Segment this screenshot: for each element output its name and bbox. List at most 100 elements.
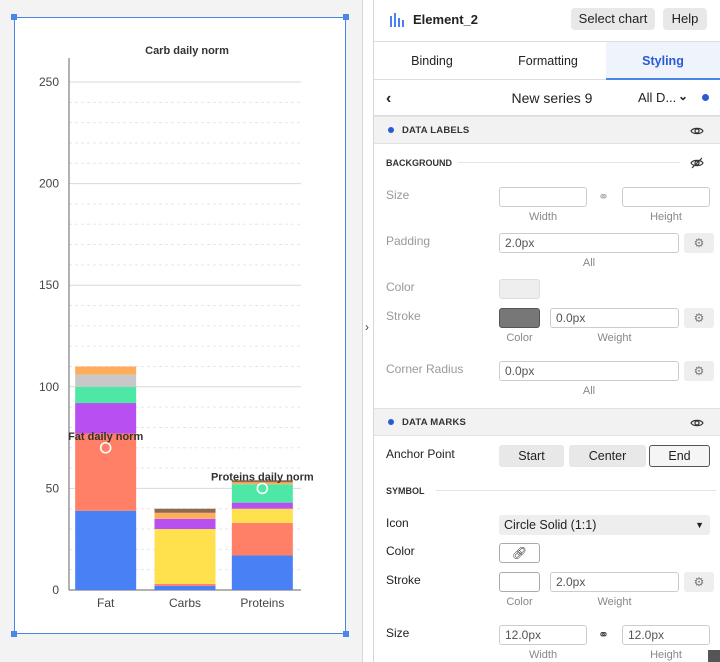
stroke-settings-button[interactable]: ⚙ — [684, 308, 714, 328]
divider-line — [436, 490, 716, 491]
series-status-dot — [702, 94, 709, 101]
corner-radius-label: Corner Radius — [386, 362, 464, 376]
link-icon[interactable]: ⚭ — [598, 627, 609, 642]
symbol-height-input[interactable]: 12.0px — [622, 625, 710, 645]
eye-icon[interactable] — [690, 124, 704, 138]
resize-handle-bottom-right[interactable] — [343, 631, 349, 637]
resize-handle-bottom-left[interactable] — [11, 631, 17, 637]
symbol-color-swatch[interactable]: 🔗︎ — [499, 543, 540, 563]
series-name: New series 9 — [511, 90, 593, 106]
select-chart-button[interactable]: Select chart — [571, 8, 655, 30]
gear-icon: ⚙ — [693, 364, 705, 378]
element-title: Element_2 — [413, 12, 479, 27]
bar-segment — [154, 583, 216, 586]
symbol-subheading: SYMBOL — [386, 486, 425, 496]
padding-settings-button[interactable]: ⚙ — [684, 233, 714, 253]
divider-line — [458, 162, 680, 163]
panel-header: Element_2 Select chart Help — [374, 0, 720, 42]
symbol-stroke-settings-button[interactable]: ⚙ — [684, 572, 714, 592]
norm-marker-circle — [256, 482, 269, 495]
tab-formatting[interactable]: Formatting — [518, 54, 578, 68]
background-color-swatch[interactable] — [499, 279, 540, 299]
anchor-end-button[interactable]: End — [649, 445, 710, 467]
corner-radius-input[interactable]: 0.0px — [499, 361, 679, 381]
y-tick-label: 50 — [46, 481, 60, 495]
gear-icon: ⚙ — [693, 311, 705, 325]
chart-title: Carb daily norm — [145, 45, 229, 57]
panel-tabs: Binding Formatting Styling — [374, 42, 720, 80]
data-labels-title: DATA LABELS — [402, 125, 470, 136]
data-marks-title: DATA MARKS — [402, 417, 467, 428]
data-labels-section-header[interactable]: DATA LABELS — [374, 116, 720, 144]
label-width-input[interactable] — [499, 187, 587, 207]
resize-handle-top-right[interactable] — [343, 14, 349, 20]
styling-panel: Element_2 Select chart Help Binding Form… — [374, 0, 720, 662]
link-icon[interactable]: ⚭ — [598, 189, 609, 204]
symbol-width-caption: Width — [528, 649, 558, 661]
bar-segment — [75, 374, 137, 387]
series-navigation-row: ‹ New series 9 All D... ⌄ — [374, 80, 720, 116]
data-marks-section-header[interactable]: DATA MARKS — [374, 408, 720, 436]
padding-label: Padding — [386, 234, 431, 248]
icon-select-value: Circle Solid (1:1) — [504, 518, 597, 532]
bar-segment — [231, 502, 293, 509]
bar-segment — [75, 403, 137, 434]
anchor-point-label: Anchor Point — [386, 447, 455, 461]
icon-select[interactable]: Circle Solid (1:1) ▼ — [499, 515, 710, 535]
bar-segment — [75, 433, 137, 511]
corner-radius-settings-button[interactable]: ⚙ — [684, 361, 714, 381]
gear-icon: ⚙ — [693, 236, 705, 250]
chevron-down-icon[interactable]: ⌄ — [678, 89, 689, 103]
panel-corner-tab[interactable] — [708, 650, 720, 662]
help-button[interactable]: Help — [663, 8, 707, 30]
bar-segment — [231, 522, 293, 556]
symbol-stroke-color-caption: Color — [506, 596, 533, 608]
symbol-stroke-color-swatch[interactable] — [499, 572, 540, 592]
gear-icon: ⚙ — [693, 575, 705, 589]
data-filter-dropdown[interactable]: All D... — [638, 90, 677, 105]
background-color-label: Color — [386, 280, 415, 294]
eye-icon[interactable] — [690, 416, 704, 430]
bar-segment — [231, 508, 293, 523]
y-tick-label: 0 — [52, 583, 59, 597]
chart-element-frame[interactable]: Carb daily norm 0 50 100 150 200 250 Fat Carbs Pr… — [14, 17, 346, 634]
resize-handle-top-left[interactable] — [11, 14, 17, 20]
tab-binding[interactable]: Binding — [411, 54, 453, 68]
norm-annotation-label: Proteins daily norm — [211, 471, 314, 483]
stroke-weight-caption: Weight — [597, 332, 632, 344]
chevron-left-icon[interactable]: ‹ — [386, 90, 392, 107]
label-height-input[interactable] — [622, 187, 710, 207]
icon-label: Icon — [386, 516, 409, 530]
background-subheading: BACKGROUND — [386, 158, 452, 168]
anchor-center-button[interactable]: Center — [569, 445, 646, 467]
eye-off-icon[interactable] — [690, 156, 704, 170]
symbol-height-caption: Height — [650, 649, 682, 661]
width-caption: Width — [528, 211, 558, 223]
norm-annotation-label: Fat daily norm — [68, 431, 143, 443]
bar-segment — [75, 510, 137, 590]
symbol-stroke-weight-caption: Weight — [597, 596, 632, 608]
chevron-right-icon[interactable]: › — [365, 320, 369, 334]
stroke-weight-input[interactable]: 0.0px — [550, 308, 679, 328]
stacked-bar-chart[interactable]: Carb daily norm 0 50 100 150 200 250 Fat Carbs Pr… — [15, 18, 347, 635]
panel-collapse-divider[interactable]: › — [362, 0, 374, 662]
stroke-label: Stroke — [386, 309, 421, 323]
x-tick-label: Proteins — [240, 596, 284, 610]
symbol-stroke-label: Stroke — [386, 573, 421, 587]
symbol-width-input[interactable]: 12.0px — [499, 625, 587, 645]
padding-input[interactable]: 2.0px — [499, 233, 679, 253]
stroke-color-caption: Color — [506, 332, 533, 344]
link-icon: 🔗︎ — [511, 546, 528, 560]
anchor-start-button[interactable]: Start — [499, 445, 564, 467]
stroke-color-swatch[interactable] — [499, 308, 540, 328]
symbol-stroke-weight-input[interactable]: 2.0px — [550, 572, 679, 592]
size-label: Size — [386, 188, 410, 202]
bar-segment — [75, 366, 137, 375]
y-tick-label: 250 — [39, 75, 59, 89]
tab-styling[interactable]: Styling — [606, 42, 720, 80]
all-caption: All — [582, 257, 596, 269]
bar-segment — [154, 585, 216, 590]
norm-marker-circle — [99, 441, 112, 454]
bar-segment — [154, 512, 216, 519]
